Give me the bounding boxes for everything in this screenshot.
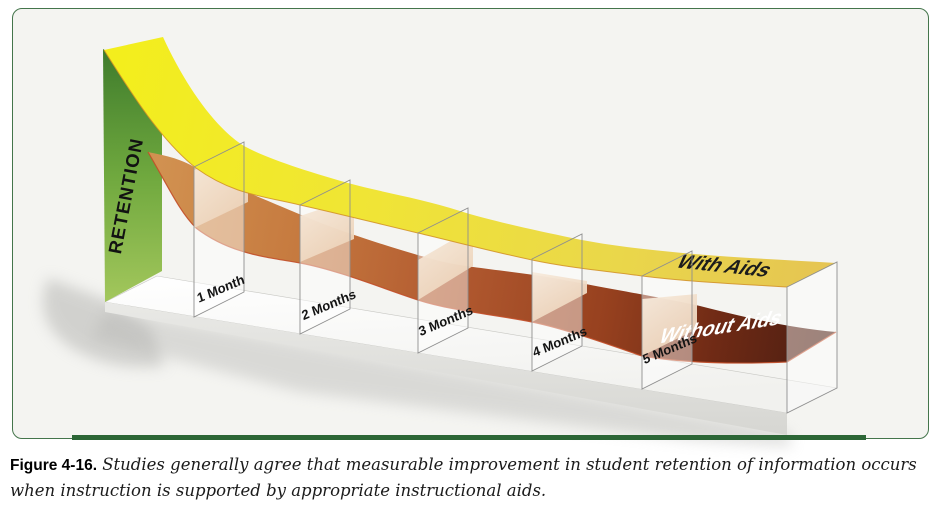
figure-caption: Figure 4-16. Studies generally agree tha… bbox=[10, 452, 936, 505]
ground-shadow bbox=[42, 278, 792, 447]
bottom-accent-line bbox=[72, 435, 866, 440]
figure-caption-label: Figure 4-16. bbox=[10, 457, 97, 474]
month-pane-outlines bbox=[193, 141, 838, 414]
figure-caption-text: Studies generally agree that measurable … bbox=[10, 455, 917, 501]
